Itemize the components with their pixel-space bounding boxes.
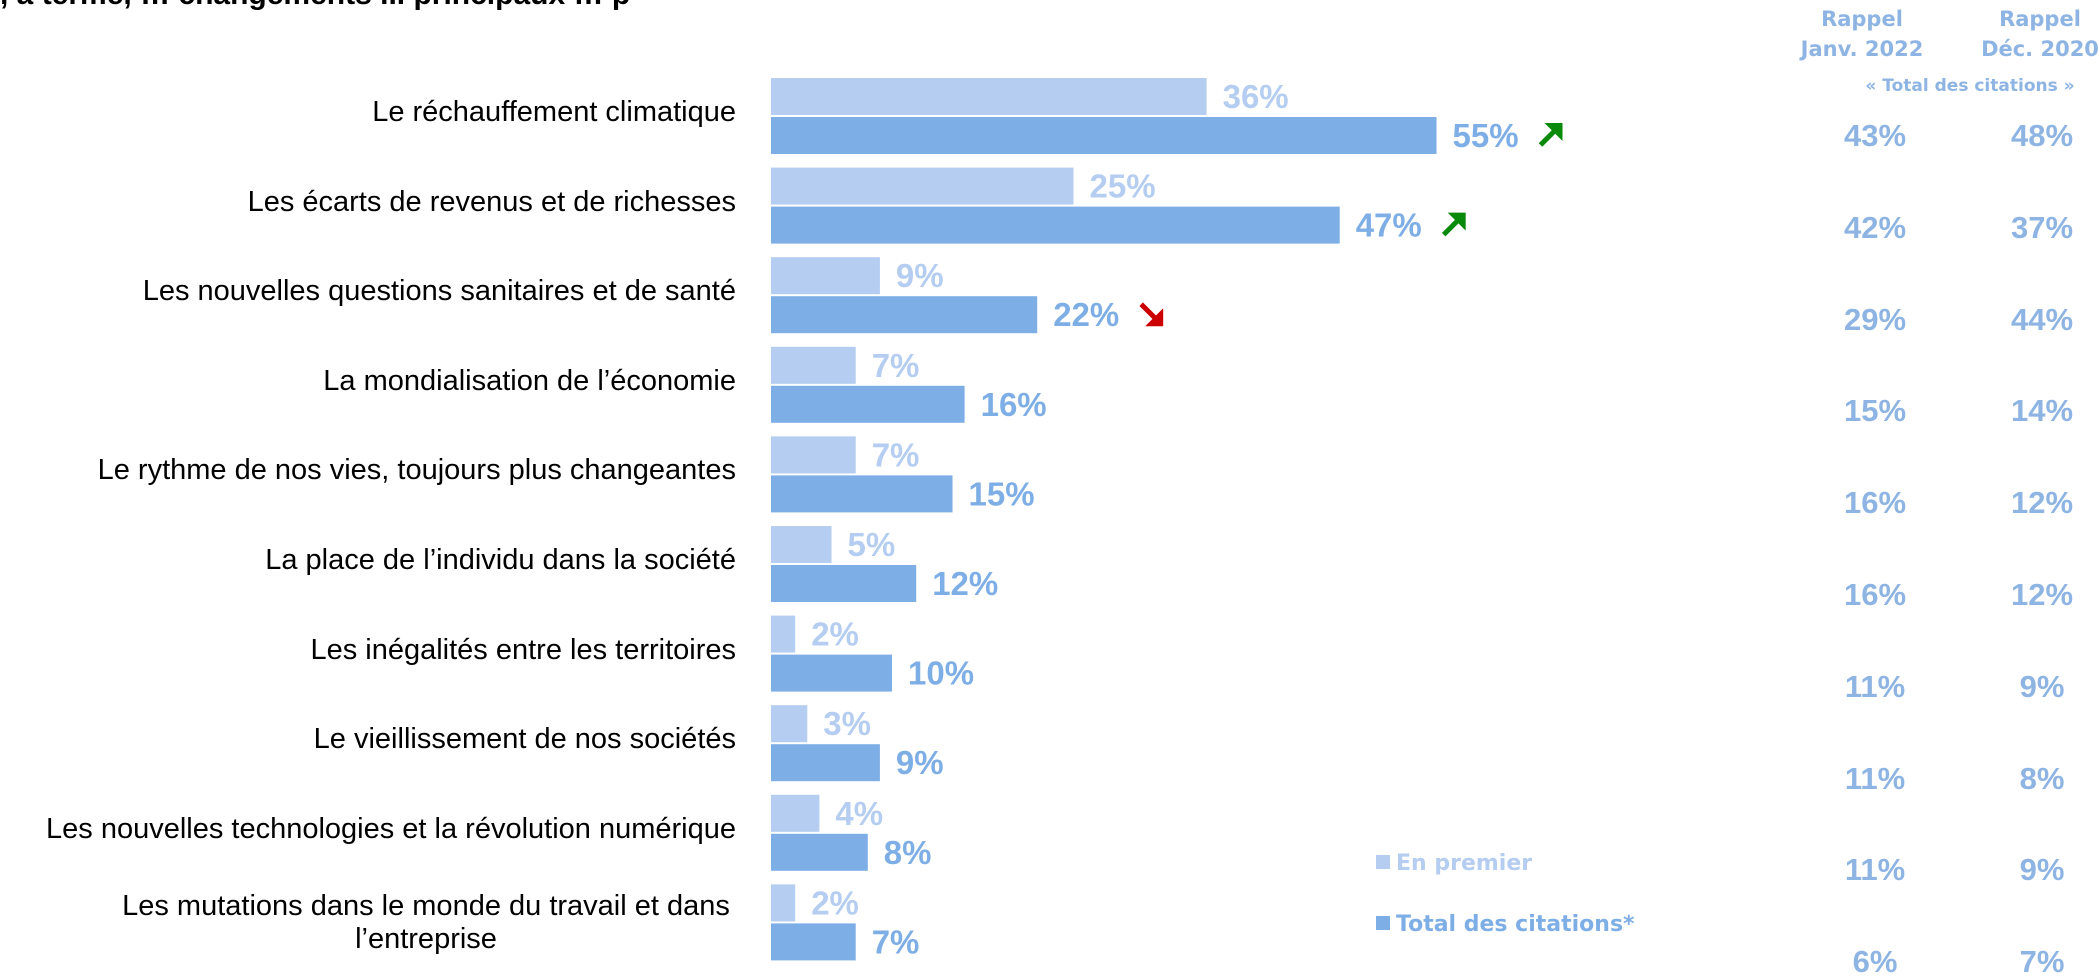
bar-total [771,744,880,782]
category-label: Les mutations dans le monde du travail e… [122,890,730,956]
recall-dec-2020-value: 7% [2019,944,2065,980]
bar-total [771,654,892,692]
bar-total [771,833,868,871]
data-label-total: 10% [908,655,974,692]
data-label-total: 8% [884,834,932,871]
recall-janv-2022-value: 29% [1843,301,1907,337]
bar-total [771,206,1340,244]
category-label: Les inégalités entre les territoires [310,633,736,666]
column-header-dec-2020-line1: Rappel [1999,7,2081,31]
recall-janv-2022-value: 11% [1844,668,1906,704]
recall-dec-2020-value: 9% [2019,852,2065,888]
recall-dec-2020-value: 12% [2010,485,2074,521]
bar-total [771,475,953,513]
category-label: Le rythme de nos vies, toujours plus cha… [97,454,736,487]
trend-up-arrow-icon [1538,123,1563,147]
column-header-dec-2020: Rappel Déc. 2020 [1960,4,2098,64]
bar-first [771,257,880,295]
recall-dec-2020-value: 44% [2010,301,2074,337]
category-label: La place de l’individu dans la société [265,544,736,576]
bar-first [771,794,820,832]
data-label-first: 36% [1223,78,1289,115]
category-label: Les écarts de revenus et de richesses [247,185,736,218]
recall-janv-2022-value: 43% [1843,118,1907,153]
data-label-total: 47% [1356,207,1422,244]
legend-label-first: En premier [1396,851,1533,876]
data-label-first: 2% [811,616,859,653]
data-label-total: 22% [1053,296,1119,333]
recall-dec-2020-value: 12% [2010,577,2074,612]
column-header-janv-2022-line1: Rappel [1821,7,1903,31]
legend-swatch-total [1376,916,1390,930]
bar-total [771,565,917,602]
recall-janv-2022-value: 11% [1844,760,1906,796]
data-label-first: 25% [1090,168,1156,205]
recall-janv-2022-value: 11% [1844,852,1906,888]
recall-janv-2022-value: 16% [1843,577,1907,612]
trend-up-arrow-icon [1441,212,1466,237]
bar-first [771,884,796,922]
bar-total [771,117,1437,154]
column-header-dec-2020-line2: Déc. 2020 [1981,37,2098,61]
data-label-total: 16% [981,386,1047,423]
data-label-total: 7% [872,923,920,960]
category-label: Le vieillissement de nos sociétés [313,723,736,756]
legend-item-total: Total des citations* [1376,912,1635,937]
bar-first [771,167,1074,205]
category-label: La mondialisation de l’économie [323,364,736,397]
category-label: Le réchauffement climatique [372,96,736,128]
column-header-janv-2022-line2: Janv. 2022 [1800,37,1924,61]
bar-first [771,615,796,653]
title-fragment: , à terme, … changements ... principaux … [0,0,630,12]
bar-first [771,78,1207,115]
bar-first [771,705,808,743]
legend-label-total: Total des citations* [1396,912,1635,937]
data-label-first: 7% [872,347,920,384]
trend-down-arrow-icon [1139,302,1164,327]
bar-first [771,436,856,474]
data-label-first: 4% [835,795,883,832]
data-label-first: 7% [872,436,920,473]
data-label-first: 5% [848,526,896,563]
recall-janv-2022-value: 16% [1843,485,1907,521]
bar-first [771,346,856,384]
category-label: Les nouvelles technologies et la révolut… [46,812,736,845]
data-label-total: 55% [1453,117,1519,154]
legend-swatch-first [1376,855,1390,869]
data-label-first: 3% [823,705,871,742]
recall-janv-2022-value: 6% [1852,944,1898,980]
recall-dec-2020-value: 14% [2010,393,2074,429]
legend-item-first: En premier [1376,851,1532,876]
column-header-janv-2022: Rappel Janv. 2022 [1782,4,1942,64]
category-label: Les nouvelles questions sanitaires et de… [142,275,736,308]
bar-first [771,526,832,563]
data-label-first: 9% [896,257,944,294]
data-label-total: 9% [896,744,944,781]
bar-total [771,296,1038,334]
bar-total [771,385,965,423]
recall-dec-2020-value: 48% [2010,118,2074,153]
data-label-total: 15% [969,475,1035,512]
column-subheader: « Total des citations » [1865,76,2075,96]
recall-janv-2022-value: 42% [1843,209,1907,245]
recall-dec-2020-value: 8% [2019,760,2065,796]
recall-dec-2020-value: 37% [2010,209,2074,245]
data-label-total: 12% [932,565,998,602]
bar-total [771,923,856,961]
recall-dec-2020-value: 9% [2019,668,2065,704]
data-label-first: 2% [811,884,859,921]
recall-janv-2022-value: 15% [1843,393,1907,429]
